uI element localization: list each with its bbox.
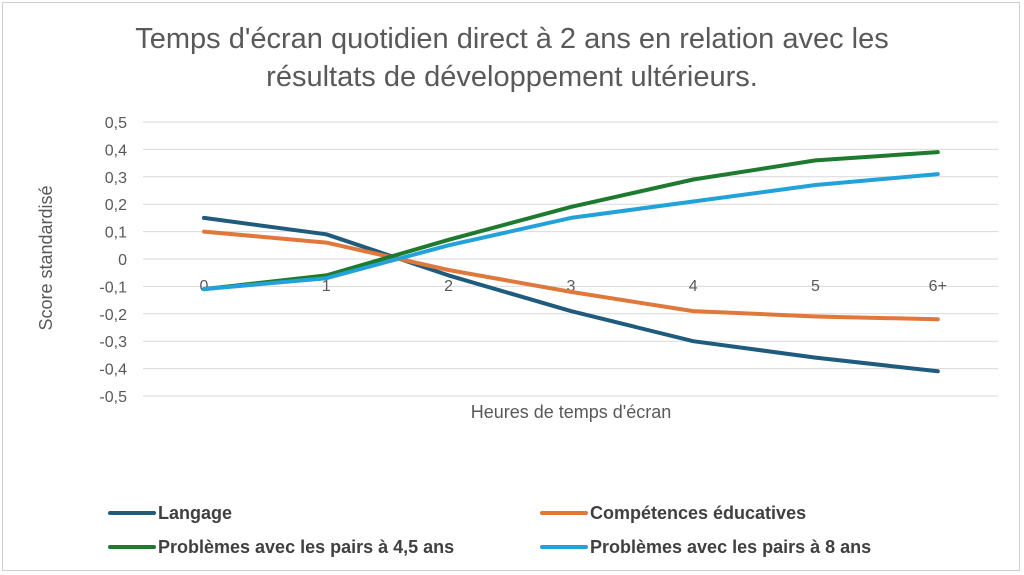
y-tick-label: 0 (118, 252, 127, 269)
y-tick-label: 0,1 (105, 225, 127, 242)
chart-title-line-1: Temps d'écran quotidien direct à 2 ans e… (135, 23, 889, 55)
legend-label: Langage (158, 503, 232, 523)
series-line-4 (202, 172, 940, 292)
y-tick-label: 0,4 (105, 142, 127, 159)
y-tick-label: 0,2 (105, 197, 127, 214)
y-axis-label: Score standardisé (36, 185, 56, 330)
y-tick-label: -0,2 (99, 307, 127, 324)
x-tick-label: 4 (689, 278, 698, 295)
y-tick-label: 0,3 (105, 170, 127, 187)
x-tick-label: 3 (566, 278, 575, 295)
y-tick-label: -0,4 (99, 362, 127, 379)
x-tick-label: 1 (322, 278, 331, 295)
x-axis-label: Heures de temps d'écran (471, 402, 672, 422)
x-tick-label: 6+ (929, 278, 947, 295)
y-tick-label: 0,5 (105, 115, 127, 132)
y-tick-label: -0,3 (99, 334, 127, 351)
chart-title-line-2: résultats de développement ultérieurs. (266, 61, 758, 93)
x-tick-label: 5 (811, 278, 820, 295)
x-tick-label: 0 (200, 278, 209, 295)
y-tick-labels: 0,5 0,4 0,3 0,2 0,1 0 -0,1 -0,2 -0,3 -0,4 -0,5 (99, 115, 127, 406)
series-line-2 (202, 229, 940, 322)
legend-label: Compétences éducatives (590, 503, 806, 523)
legend-label: Problèmes avec les pairs à 8 ans (590, 537, 871, 557)
series-line-3 (202, 150, 940, 292)
series-line-1 (202, 215, 940, 374)
y-tick-label: -0,1 (99, 279, 127, 296)
legend-label: Problèmes avec les pairs à 4,5 ans (158, 537, 454, 557)
x-tick-labels: 0 1 2 3 4 5 6+ (200, 278, 947, 295)
chart-title: Temps d'écran quotidien direct à 2 ans e… (135, 23, 889, 93)
series-lines (202, 150, 940, 374)
x-tick-label: 2 (444, 278, 453, 295)
y-tick-label: -0,5 (99, 389, 127, 406)
gridlines (143, 121, 998, 397)
legend: Langage Compétences éducatives Problèmes a… (108, 503, 871, 557)
